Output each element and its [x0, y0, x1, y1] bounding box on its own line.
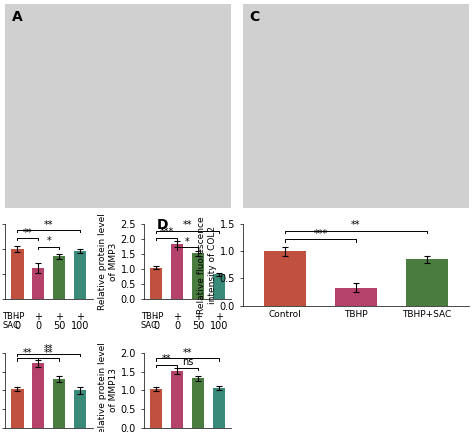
Text: **: **: [44, 348, 54, 358]
Text: ***: ***: [159, 227, 173, 237]
Text: **: **: [23, 348, 33, 358]
Bar: [171, 371, 183, 428]
Text: TBHP: TBHP: [2, 312, 25, 321]
Text: **: **: [44, 343, 54, 353]
Y-axis label: Relative protein level
of MMP3: Relative protein level of MMP3: [98, 213, 118, 310]
Text: +: +: [173, 312, 181, 322]
Bar: [32, 363, 45, 428]
Bar: [53, 256, 65, 299]
Bar: [11, 389, 24, 428]
Text: **: **: [182, 220, 192, 230]
Text: ns: ns: [182, 357, 193, 367]
Text: +: +: [34, 312, 42, 322]
Text: **: **: [182, 348, 192, 358]
Text: D: D: [156, 218, 168, 232]
Text: 100: 100: [210, 321, 228, 331]
Text: A: A: [11, 10, 22, 25]
Bar: [150, 267, 162, 299]
Text: C: C: [249, 10, 260, 25]
Bar: [191, 378, 204, 428]
Text: *: *: [185, 237, 190, 247]
Text: +: +: [55, 312, 63, 322]
Bar: [191, 254, 204, 299]
Bar: [32, 267, 45, 299]
Y-axis label: Relative fluorescence
intensity of COL2: Relative fluorescence intensity of COL2: [198, 216, 217, 314]
Text: TBHP: TBHP: [141, 312, 164, 321]
Text: 50: 50: [191, 321, 204, 331]
Bar: [335, 288, 377, 305]
Text: ***: ***: [313, 229, 328, 239]
Text: 0: 0: [153, 321, 159, 331]
Bar: [11, 249, 24, 299]
Bar: [264, 251, 306, 305]
Text: SAC: SAC: [2, 321, 19, 330]
Text: 0: 0: [14, 321, 20, 331]
Bar: [171, 244, 183, 299]
Bar: [406, 260, 448, 305]
Text: SAC: SAC: [141, 321, 158, 330]
Text: 50: 50: [53, 321, 65, 331]
Text: *: *: [46, 236, 51, 246]
Text: +: +: [76, 312, 84, 322]
Text: -: -: [16, 312, 19, 322]
Text: 100: 100: [71, 321, 89, 331]
Bar: [212, 274, 225, 299]
Bar: [74, 251, 86, 299]
Bar: [150, 389, 162, 428]
Text: **: **: [162, 354, 171, 364]
Text: +: +: [194, 312, 202, 322]
Text: **: **: [351, 220, 361, 230]
Text: +: +: [215, 312, 223, 322]
Text: **: **: [44, 220, 54, 230]
Bar: [74, 390, 86, 428]
Bar: [53, 379, 65, 428]
Text: **: **: [23, 228, 33, 238]
Text: -: -: [155, 312, 158, 322]
Text: 0: 0: [35, 321, 41, 331]
Y-axis label: Relative protein level
of MMP13: Relative protein level of MMP13: [98, 342, 118, 432]
Bar: [212, 388, 225, 428]
Text: 0: 0: [174, 321, 180, 331]
